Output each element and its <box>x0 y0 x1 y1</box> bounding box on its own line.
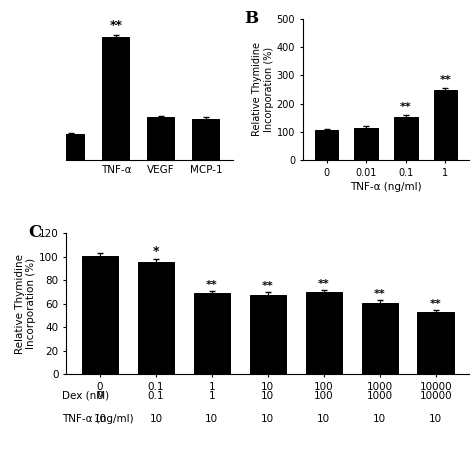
Bar <box>362 303 398 374</box>
Text: 10: 10 <box>317 414 330 425</box>
Text: **: ** <box>109 19 122 32</box>
Text: B: B <box>245 10 259 27</box>
Text: 10: 10 <box>205 414 219 425</box>
Bar <box>57 134 84 160</box>
Y-axis label: Relative Thymidine
Incorporation (%): Relative Thymidine Incorporation (%) <box>252 43 274 137</box>
Bar <box>192 119 219 160</box>
Text: *: * <box>153 245 159 258</box>
Bar <box>194 293 230 374</box>
Text: Dex (nM): Dex (nM) <box>62 391 109 401</box>
Text: 10: 10 <box>261 414 274 425</box>
Text: 0: 0 <box>97 391 103 401</box>
Text: **: ** <box>374 289 386 299</box>
Text: 1: 1 <box>209 391 215 401</box>
Bar <box>394 117 418 160</box>
Text: 0.1: 0.1 <box>147 391 164 401</box>
Text: 1000: 1000 <box>367 391 393 401</box>
Text: 10: 10 <box>373 414 386 425</box>
Text: **: ** <box>400 102 412 112</box>
X-axis label: TNF-α (ng/ml): TNF-α (ng/ml) <box>350 182 422 192</box>
Text: 10: 10 <box>93 414 107 425</box>
Text: **: ** <box>430 299 442 309</box>
Bar <box>306 292 342 374</box>
Bar <box>315 130 338 160</box>
Text: **: ** <box>318 279 329 289</box>
Text: TNF-α (ng/ml): TNF-α (ng/ml) <box>62 414 133 425</box>
Bar <box>250 294 286 374</box>
Text: **: ** <box>262 281 273 291</box>
Bar <box>434 90 457 160</box>
Text: 10: 10 <box>429 414 442 425</box>
Text: 100: 100 <box>314 391 334 401</box>
Text: **: ** <box>206 280 218 290</box>
Y-axis label: Relative Thymidine
Incorporation (%): Relative Thymidine Incorporation (%) <box>15 254 36 354</box>
Bar <box>102 37 129 160</box>
Text: **: ** <box>439 75 451 85</box>
Bar <box>354 128 378 160</box>
Bar <box>138 262 174 374</box>
Text: 10: 10 <box>261 391 274 401</box>
Text: 10000: 10000 <box>419 391 452 401</box>
Bar <box>82 256 118 374</box>
Bar <box>147 117 174 160</box>
Text: C: C <box>28 224 41 240</box>
Text: 10: 10 <box>149 414 163 425</box>
Bar <box>418 312 454 374</box>
